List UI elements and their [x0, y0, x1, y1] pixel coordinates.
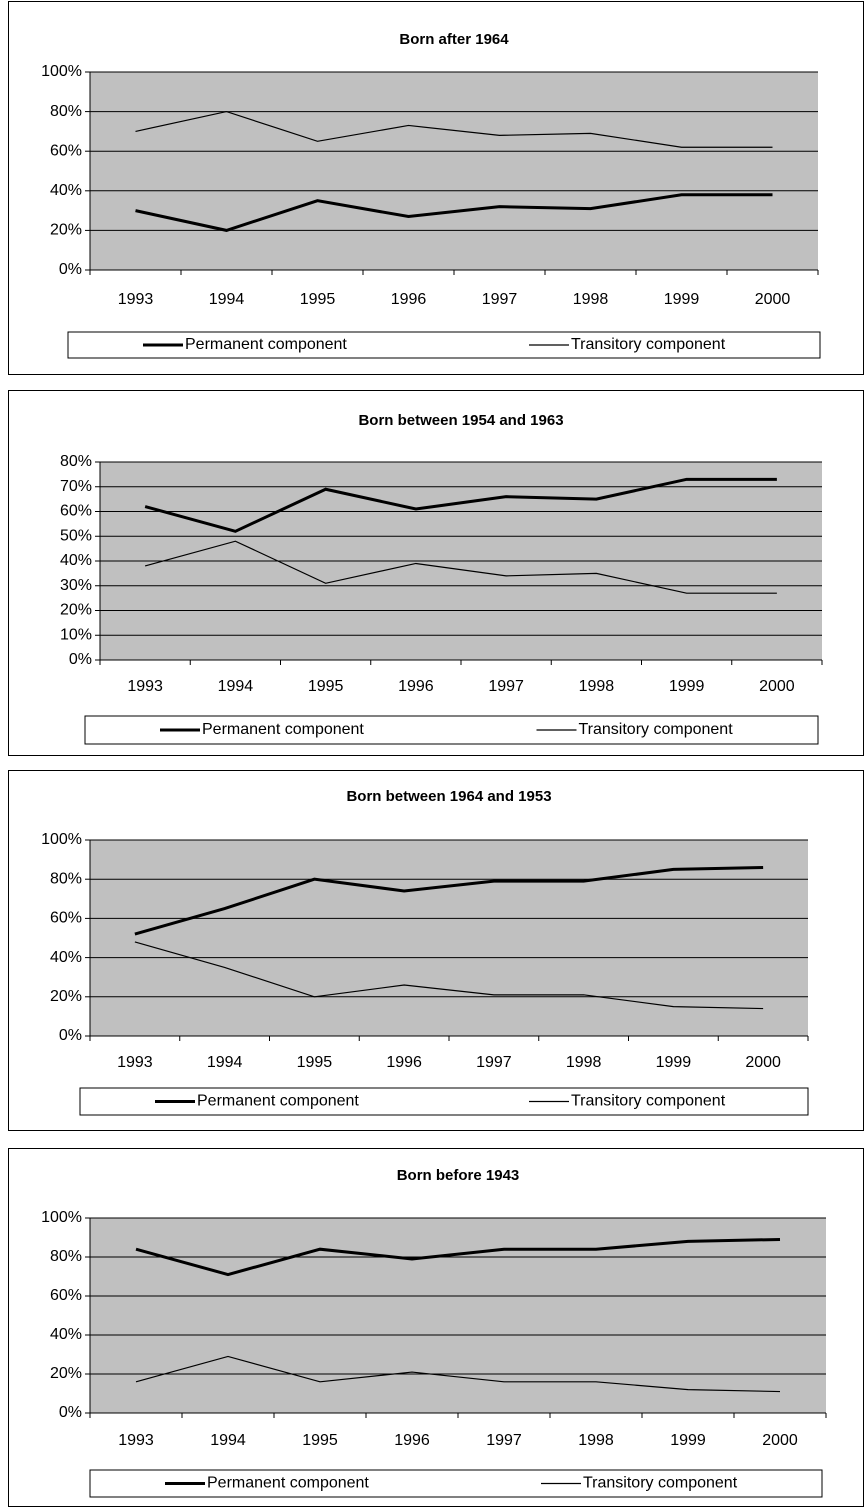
y-tick-label: 20%	[50, 988, 82, 1005]
x-tick-label: 1996	[394, 1432, 430, 1449]
x-tick-label: 1993	[127, 678, 163, 695]
x-tick-label: 1998	[578, 1432, 614, 1449]
x-tick-label: 1995	[297, 1054, 333, 1071]
x-tick-label: 1997	[486, 1432, 522, 1449]
y-tick-label: 60%	[50, 142, 82, 159]
y-tick-label: 0%	[69, 651, 92, 668]
x-tick-label: 2000	[755, 291, 791, 308]
x-tick-label: 1994	[210, 1432, 246, 1449]
x-tick-label: 1997	[488, 678, 524, 695]
y-tick-label: 20%	[60, 602, 92, 619]
y-tick-label: 0%	[59, 1404, 82, 1421]
y-tick-label: 10%	[60, 626, 92, 643]
series-line	[144, 540, 777, 594]
legend-label: Transitory component	[571, 1093, 726, 1110]
x-tick-label: 1999	[670, 1432, 706, 1449]
chart-title: Born after 1964	[399, 31, 509, 48]
x-tick-label: 1995	[302, 1432, 338, 1449]
chart-title: Born between 1954 and 1963	[358, 412, 563, 429]
legend-label: Permanent component	[207, 1475, 369, 1492]
y-tick-label: 80%	[50, 103, 82, 120]
chart-title: Born between 1964 and 1953	[346, 788, 551, 805]
series-line	[135, 1355, 781, 1393]
y-tick-label: 80%	[60, 453, 92, 470]
y-tick-label: 60%	[50, 1287, 82, 1304]
plot-area	[90, 72, 818, 270]
y-tick-label: 70%	[60, 478, 92, 495]
x-tick-label: 1993	[118, 1432, 154, 1449]
x-tick-label: 1996	[398, 678, 434, 695]
x-tick-label: 1996	[386, 1054, 422, 1071]
y-tick-label: 40%	[50, 949, 82, 966]
legend-label: Transitory component	[579, 721, 734, 738]
x-tick-label: 1999	[664, 291, 700, 308]
x-tick-label: 1994	[207, 1054, 243, 1071]
y-tick-label: 60%	[50, 910, 82, 927]
series-line	[134, 865, 764, 936]
legend	[67, 331, 821, 359]
legend	[79, 1087, 809, 1116]
y-tick-label: 30%	[60, 577, 92, 594]
plot-area	[90, 840, 808, 1036]
x-tick-label: 1994	[209, 291, 245, 308]
x-tick-label: 1994	[218, 678, 254, 695]
legend-label: Permanent component	[185, 336, 347, 353]
y-tick-label: 20%	[50, 1365, 82, 1382]
x-tick-label: 1998	[573, 291, 609, 308]
y-tick-label: 40%	[60, 552, 92, 569]
x-tick-label: 1998	[579, 678, 615, 695]
legend-label: Transitory component	[583, 1475, 738, 1492]
y-tick-label: 40%	[50, 1326, 82, 1343]
y-tick-label: 80%	[50, 870, 82, 887]
legend-label: Permanent component	[197, 1093, 359, 1110]
y-tick-label: 0%	[59, 261, 82, 278]
y-tick-label: 60%	[60, 503, 92, 520]
x-tick-label: 1999	[669, 678, 705, 695]
legend	[84, 715, 819, 745]
y-tick-label: 40%	[50, 182, 82, 199]
x-tick-label: 1995	[300, 291, 336, 308]
series-line	[134, 941, 764, 1010]
legend	[89, 1469, 823, 1498]
series-line	[135, 110, 773, 148]
series-line	[144, 477, 777, 533]
x-tick-label: 1997	[476, 1054, 512, 1071]
x-tick-label: 1995	[308, 678, 344, 695]
x-tick-label: 2000	[745, 1054, 781, 1071]
y-tick-label: 20%	[50, 222, 82, 239]
plot-area	[90, 1218, 826, 1413]
y-tick-label: 0%	[59, 1027, 82, 1044]
x-tick-label: 1999	[656, 1054, 692, 1071]
x-tick-label: 2000	[762, 1432, 798, 1449]
x-tick-label: 1996	[391, 291, 427, 308]
x-tick-label: 1993	[117, 1054, 153, 1071]
y-tick-label: 50%	[60, 527, 92, 544]
y-tick-label: 80%	[50, 1248, 82, 1265]
x-tick-label: 1993	[118, 291, 154, 308]
y-tick-label: 100%	[41, 831, 82, 848]
y-tick-label: 100%	[41, 63, 82, 80]
x-tick-label: 1998	[566, 1054, 602, 1071]
x-tick-label: 2000	[759, 678, 795, 695]
y-tick-label: 100%	[41, 1209, 82, 1226]
chart-title: Born before 1943	[397, 1167, 520, 1184]
x-tick-label: 1997	[482, 291, 518, 308]
series-line	[135, 193, 773, 232]
legend-label: Transitory component	[571, 336, 726, 353]
legend-label: Permanent component	[202, 721, 364, 738]
series-line	[135, 1237, 781, 1277]
